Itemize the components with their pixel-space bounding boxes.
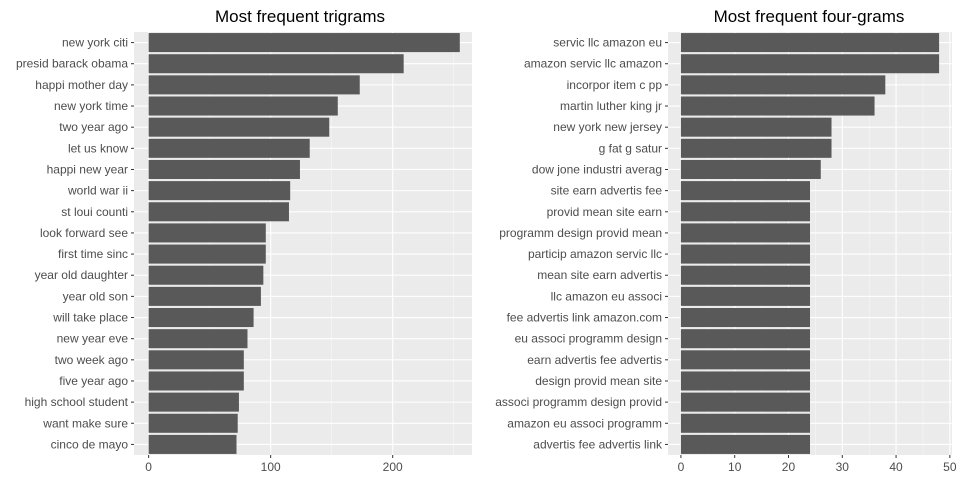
bar (680, 371, 810, 391)
category-label: new year eve (57, 332, 129, 346)
category-label: happi new year (47, 162, 128, 176)
x-tick-label: 0 (145, 460, 152, 474)
bar (148, 159, 300, 179)
bar (680, 308, 810, 328)
category-label: want make sure (42, 416, 128, 430)
category-label: year old daughter (35, 268, 128, 282)
category-label: associ programm design provid (495, 395, 662, 409)
plot-background (668, 32, 952, 455)
category-label: new york time (54, 99, 128, 113)
x-tick-label: 30 (836, 460, 850, 474)
bar (148, 223, 266, 243)
bar (680, 286, 810, 306)
category-label: dow jone industri averag (532, 162, 662, 176)
chart-title-fourgrams: Most frequent four-grams (714, 7, 905, 26)
category-label: incorpor item c pp (567, 78, 663, 92)
bar (148, 244, 266, 264)
bar (680, 181, 810, 201)
category-label: two year ago (59, 120, 128, 134)
category-label: llc amazon eu associ (551, 289, 662, 303)
category-label: particip amazon servic llc (528, 247, 662, 261)
bar (680, 244, 810, 264)
bar (680, 223, 810, 243)
bar (148, 392, 239, 412)
bar (680, 159, 821, 179)
x-tick-label: 0 (678, 460, 685, 474)
bar (680, 33, 940, 53)
category-label: will take place (52, 311, 128, 325)
x-tick-label: 50 (943, 460, 957, 474)
bar (680, 75, 886, 95)
category-label: g fat g satur (599, 141, 662, 155)
bar (680, 138, 832, 158)
bar (148, 434, 237, 454)
x-tick-label: 100 (261, 460, 281, 474)
category-label: presid barack obama (16, 57, 128, 71)
category-label: earn advertis fee advertis (527, 353, 662, 367)
bar (148, 413, 238, 433)
category-label: servic llc amazon eu (553, 36, 662, 50)
category-label: amazon servic llc amazon (524, 57, 662, 71)
bar (680, 413, 810, 433)
category-label: advertis fee advertis link (533, 437, 663, 451)
bar (680, 265, 810, 285)
panel-fourgrams: servic llc amazon eu amazon servic llc am… (495, 32, 957, 474)
category-label: new york citi (62, 36, 128, 50)
category-label: amazon eu associ programm (507, 416, 662, 430)
category-label: martin luther king jr (560, 99, 662, 113)
bar (148, 286, 261, 306)
category-label: happi mother day (35, 78, 128, 92)
bar (148, 350, 244, 370)
bar (680, 434, 810, 454)
bar (680, 329, 810, 349)
bar (680, 96, 875, 116)
category-label: eu associ programm design (515, 332, 662, 346)
category-label: five year ago (59, 374, 128, 388)
bar (680, 202, 810, 222)
category-label: st loui counti (61, 205, 128, 219)
plot-background (134, 32, 472, 455)
category-label: two week ago (55, 353, 129, 367)
bar (148, 371, 244, 391)
x-tick-label: 20 (782, 460, 796, 474)
bar (148, 96, 338, 116)
bar (148, 308, 254, 328)
x-tick-label: 10 (728, 460, 742, 474)
category-label: year old son (63, 289, 128, 303)
bar (148, 54, 404, 74)
category-label: cinco de mayo (51, 437, 129, 451)
category-label: mean site earn advertis (537, 268, 662, 282)
category-label: high school student (25, 395, 129, 409)
category-label: new york new jersey (553, 120, 662, 134)
bar (148, 75, 360, 95)
bar (148, 117, 330, 137)
category-label: first time sinc (58, 247, 128, 261)
category-label: provid mean site earn (547, 205, 662, 219)
panel-trigrams: new york citi presid barack obama happi mo… (16, 32, 472, 474)
bar (680, 350, 810, 370)
category-label: fee advertis link amazon.com (507, 311, 662, 325)
bar (148, 138, 310, 158)
chart-title-trigrams: Most frequent trigrams (215, 7, 385, 26)
bar (148, 329, 248, 349)
x-tick-label: 40 (889, 460, 903, 474)
bar (680, 117, 832, 137)
bar (148, 33, 460, 53)
bar (680, 392, 810, 412)
category-label: look forward see (40, 226, 128, 240)
bar (148, 265, 264, 285)
category-label: let us know (68, 141, 128, 155)
bar (148, 181, 291, 201)
category-label: design provid mean site (535, 374, 662, 388)
category-label: programm design provid mean (499, 226, 662, 240)
category-label: site earn advertis fee (551, 184, 663, 198)
x-tick-label: 200 (383, 460, 403, 474)
bar (680, 54, 940, 74)
bar (148, 202, 289, 222)
category-label: world war ii (67, 184, 128, 198)
